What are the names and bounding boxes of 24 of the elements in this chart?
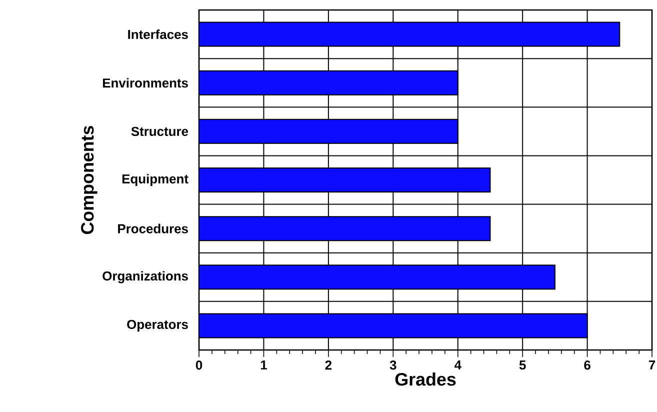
- x-tick-label: 7: [648, 360, 656, 370]
- x-tick-label: 2: [325, 360, 332, 370]
- x-tick-label: 6: [584, 360, 590, 370]
- bar: [199, 313, 588, 338]
- y-tick-label: Environments: [102, 78, 188, 88]
- bar: [199, 22, 620, 47]
- x-tick-label: 1: [260, 360, 267, 370]
- y-tick-label: Interfaces: [128, 30, 188, 40]
- bar: [199, 264, 556, 290]
- x-tick-label: 0: [196, 360, 202, 370]
- y-tick-label: Organizations: [102, 271, 188, 284]
- bar: [199, 118, 458, 144]
- y-axis-title: Components: [81, 126, 98, 234]
- y-tick-label: Operators: [127, 320, 188, 332]
- x-tick-label: 4: [454, 360, 462, 370]
- x-axis-title: Grades: [395, 372, 456, 386]
- y-tick-label: Procedures: [118, 224, 188, 234]
- bar: [199, 168, 491, 192]
- x-tick-label: 3: [390, 360, 396, 370]
- bar: [199, 216, 491, 242]
- bar: [199, 70, 458, 96]
- x-tick-label: 5: [519, 360, 526, 370]
- y-tick-label: Structure: [131, 126, 188, 136]
- y-tick-label: Equipment: [122, 174, 188, 186]
